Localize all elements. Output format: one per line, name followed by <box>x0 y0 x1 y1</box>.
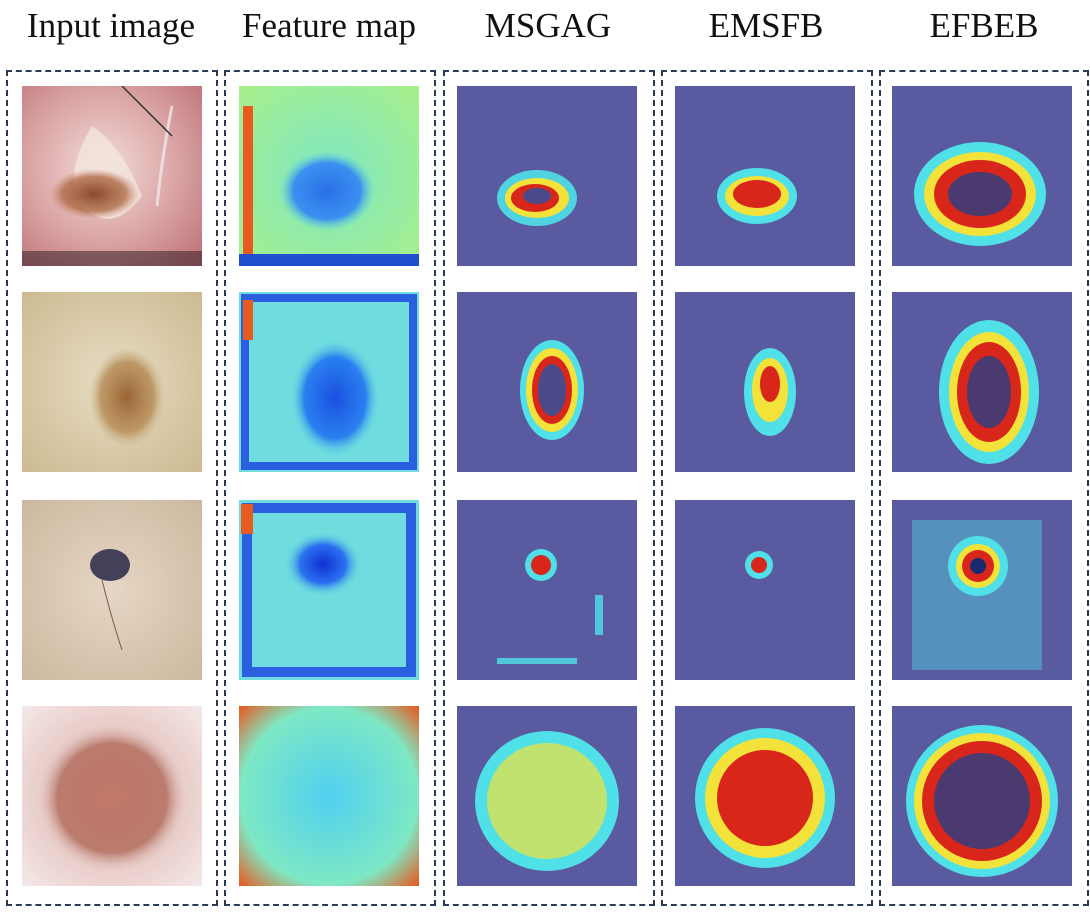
column-title-efbeb: EFBEB <box>929 6 1039 45</box>
input-image-row-2 <box>22 292 202 472</box>
column-title-emsfb: EMSFB <box>708 6 824 45</box>
emsfb-map-row-2 <box>675 292 855 472</box>
column-title-input-image: Input image <box>26 6 196 45</box>
emsfb-map-row-1 <box>675 86 855 266</box>
feature-map-row-1 <box>239 86 419 266</box>
emsfb-map-row-3 <box>675 500 855 680</box>
column-frame-msgag <box>443 70 655 906</box>
efbeb-map-row-4 <box>892 706 1072 886</box>
column-frame-efbeb <box>879 70 1089 906</box>
column-frame-input-image <box>6 70 218 906</box>
efbeb-map-row-2 <box>892 292 1072 472</box>
emsfb-map-row-4 <box>675 706 855 886</box>
efbeb-map-row-3 <box>892 500 1072 680</box>
column-title-feature-map: Feature map <box>242 6 416 45</box>
msgag-map-row-3 <box>457 500 637 680</box>
column-title-msgag: MSGAG <box>484 6 612 45</box>
input-image-row-1 <box>22 86 202 266</box>
column-frame-feature-map <box>224 70 436 906</box>
msgag-map-row-2 <box>457 292 637 472</box>
feature-map-row-2 <box>239 292 419 472</box>
efbeb-map-row-1 <box>892 86 1072 266</box>
column-frame-emsfb <box>661 70 873 906</box>
feature-map-row-3 <box>239 500 419 680</box>
feature-map-row-4 <box>239 706 419 886</box>
input-image-row-4 <box>22 706 202 886</box>
input-image-row-3 <box>22 500 202 680</box>
msgag-map-row-4 <box>457 706 637 886</box>
msgag-map-row-1 <box>457 86 637 266</box>
